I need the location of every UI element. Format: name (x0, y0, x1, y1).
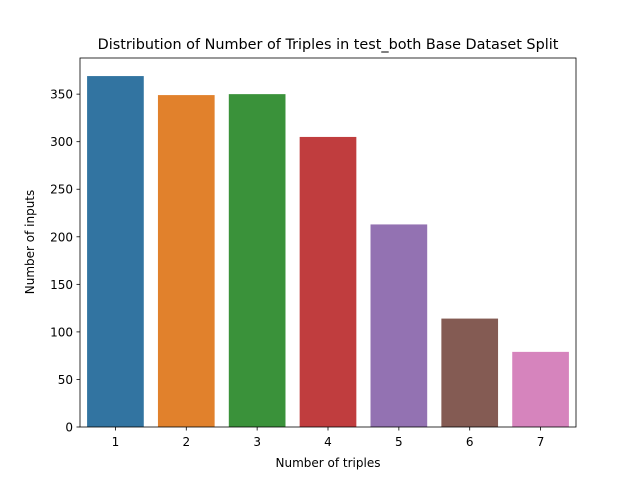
x-tick-label-3: 3 (253, 435, 261, 449)
x-tick-label-1: 1 (112, 435, 120, 449)
y-tick-label-300: 300 (50, 135, 73, 149)
x-tick-label-5: 5 (395, 435, 403, 449)
bar-4 (299, 136, 357, 428)
x-ticks-group: 1 2 3 4 5 6 7 (112, 427, 545, 449)
bar-5 (370, 224, 428, 427)
y-tick-label-250: 250 (50, 183, 73, 197)
bar-1 (87, 76, 144, 428)
y-tick-label-200: 200 (50, 230, 73, 244)
y-tick-label-50: 50 (58, 373, 73, 387)
x-tick-label-4: 4 (324, 435, 332, 449)
plot-frame (79, 57, 577, 428)
bar-6 (441, 318, 499, 427)
y-axis-label: Number of inputs (23, 190, 37, 295)
x-tick-label-6: 6 (466, 435, 474, 449)
x-tick-label-2: 2 (182, 435, 190, 449)
x-tick-label-7: 7 (537, 435, 545, 449)
y-tick-label-350: 350 (50, 88, 73, 102)
y-tick-label-150: 150 (50, 278, 73, 292)
chart-title: Distribution of Number of Triples in tes… (98, 37, 559, 53)
y-ticks-group: 0 50 100 150 200 250 300 350 (50, 88, 80, 435)
y-tick-label-0: 0 (65, 421, 73, 435)
bar-7 (512, 351, 569, 427)
bars-group (87, 76, 569, 428)
y-tick-label-100: 100 (50, 325, 73, 339)
x-axis-label: Number of triples (276, 456, 381, 470)
bar-3 (228, 94, 286, 428)
bar-2 (157, 95, 215, 427)
